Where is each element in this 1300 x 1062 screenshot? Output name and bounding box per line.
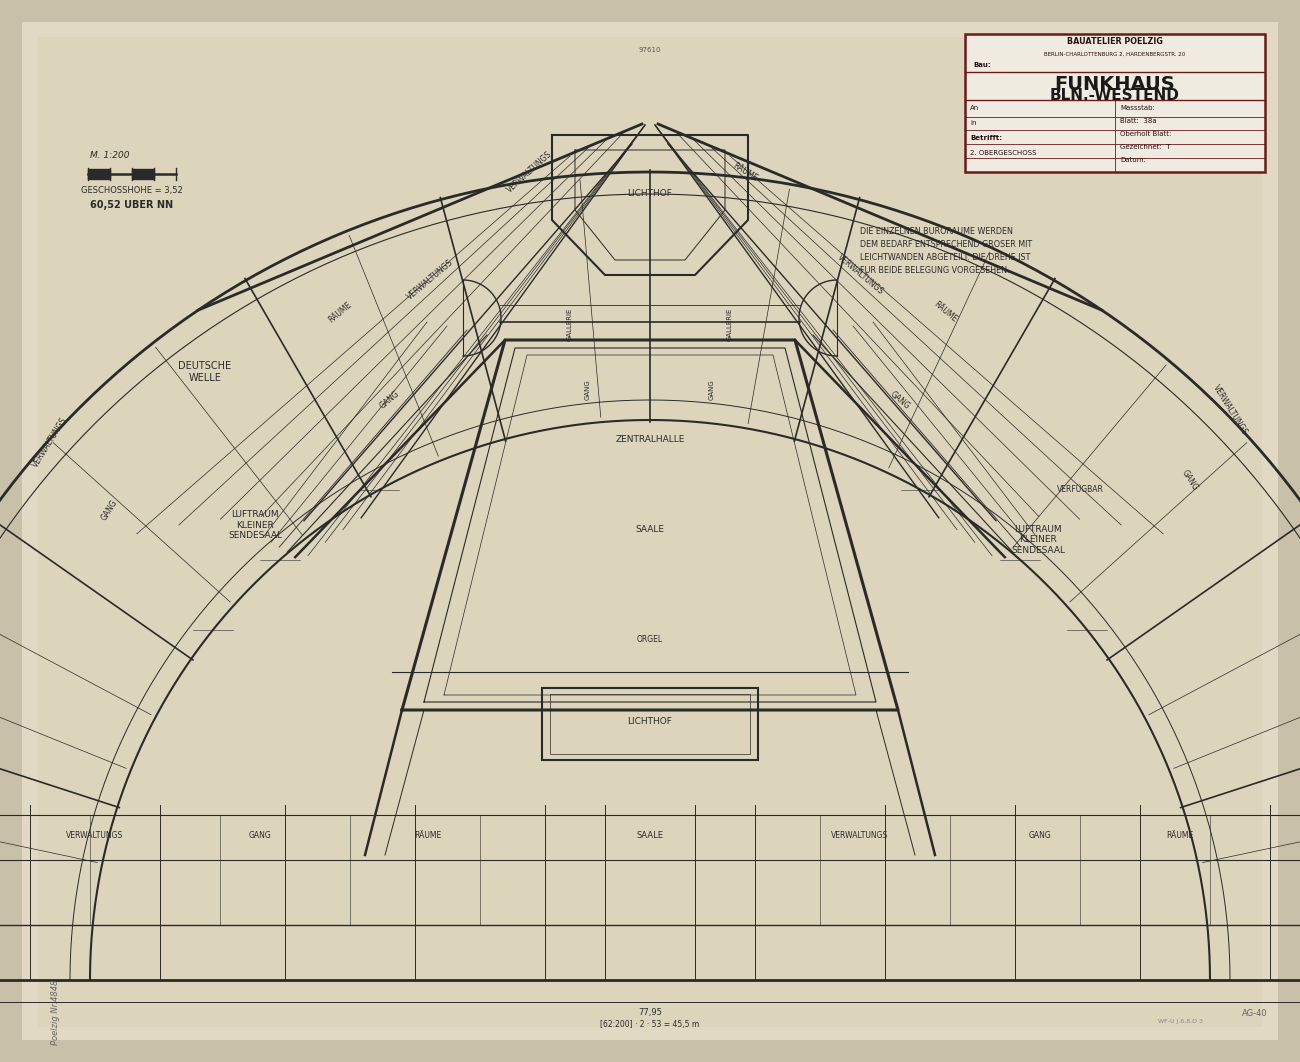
Text: GANG: GANG (585, 379, 592, 400)
Text: BERLIN-CHARLOTTENBURG 2, HARDENBERGSTR. 20: BERLIN-CHARLOTTENBURG 2, HARDENBERGSTR. … (1044, 51, 1186, 56)
Text: GANG: GANG (1028, 830, 1052, 839)
Text: SAALE: SAALE (636, 526, 664, 534)
Text: LICHTHOF: LICHTHOF (628, 189, 672, 199)
Text: FUR BEIDE BELEGUNG VORGESEHEN.: FUR BEIDE BELEGUNG VORGESEHEN. (861, 266, 1010, 275)
Text: LUFTRAUM
KLEINER
SENDESAAL: LUFTRAUM KLEINER SENDESAAL (1011, 525, 1065, 555)
Text: DEUTSCHE
WELLE: DEUTSCHE WELLE (178, 361, 231, 382)
Text: LUFTRAUM
KLEINER
SENDESAAL: LUFTRAUM KLEINER SENDESAAL (227, 510, 282, 539)
Text: VERWALTUNGS: VERWALTUNGS (66, 830, 124, 839)
Text: Blatt:  38a: Blatt: 38a (1121, 118, 1157, 124)
Text: SAALE: SAALE (637, 830, 663, 839)
Text: Oberholt Blatt:: Oberholt Blatt: (1121, 131, 1171, 137)
Polygon shape (88, 169, 110, 179)
Text: LICHTHOF: LICHTHOF (628, 718, 672, 726)
Text: BAUATELIER POELZIG: BAUATELIER POELZIG (1067, 37, 1164, 47)
Text: RÄUME: RÄUME (1166, 830, 1193, 839)
Text: An: An (970, 105, 979, 112)
Text: M. 1:200: M. 1:200 (90, 152, 130, 160)
Polygon shape (133, 169, 153, 179)
Text: Bau:: Bau: (972, 62, 991, 68)
Text: RÄUME: RÄUME (415, 830, 442, 839)
Text: FUNKHAUS: FUNKHAUS (1054, 74, 1175, 93)
Text: GALLERIE: GALLERIE (567, 307, 573, 341)
Text: GANG: GANG (888, 390, 911, 411)
Text: Betrifft:: Betrifft: (970, 135, 1002, 141)
Text: VERWALTUNGS: VERWALTUNGS (835, 252, 885, 296)
Bar (550, 693, 750, 754)
Text: VERWALTUNGS: VERWALTUNGS (506, 150, 554, 194)
Text: [62:200] · 2 · 53 = 45,5 m: [62:200] · 2 · 53 = 45,5 m (601, 1020, 699, 1029)
Text: 97610: 97610 (638, 47, 662, 53)
Text: VERWALTUNGS: VERWALTUNGS (406, 258, 455, 302)
Text: VERWALTUNGS: VERWALTUNGS (832, 830, 889, 839)
Text: RÄUME: RÄUME (932, 299, 958, 324)
Text: RÄUME: RÄUME (731, 161, 759, 183)
Text: ORGEL: ORGEL (637, 635, 663, 645)
Text: VERWALTUNGS: VERWALTUNGS (1212, 383, 1249, 436)
Text: GANG: GANG (1180, 468, 1200, 492)
Text: LEICHTWANDEN ABGETEILT. DIE DREHE IST: LEICHTWANDEN ABGETEILT. DIE DREHE IST (861, 253, 1031, 262)
Text: GALLERIE: GALLERIE (727, 307, 733, 341)
Text: VERWALTUNGS: VERWALTUNGS (31, 415, 69, 468)
Bar (542, 688, 758, 760)
Text: GESCHOSSHOHE = 3,52: GESCHOSSHOHE = 3,52 (81, 186, 183, 195)
Text: VERFÜGBAR: VERFÜGBAR (1057, 485, 1104, 495)
Text: GANG: GANG (100, 498, 120, 523)
Text: BLN.-WESTEND: BLN.-WESTEND (1050, 87, 1180, 103)
Text: DIE EINZELNEN BURORAUME WERDEN: DIE EINZELNEN BURORAUME WERDEN (861, 227, 1013, 236)
Text: Gezeichnet:  T: Gezeichnet: T (1121, 144, 1170, 150)
Text: 60,52 UBER NN: 60,52 UBER NN (90, 200, 173, 210)
Text: DEM BEDARF ENTSPRECHEND GROSER MIT: DEM BEDARF ENTSPRECHEND GROSER MIT (861, 240, 1032, 249)
Text: 2. OBERGESCHOSS: 2. OBERGESCHOSS (970, 150, 1036, 156)
Text: RÄUME: RÄUME (326, 299, 354, 324)
Text: GANG: GANG (248, 830, 272, 839)
Text: WF-U J.6,8.D 3: WF-U J.6,8.D 3 (1157, 1020, 1202, 1025)
Bar (965, 34, 1265, 172)
Text: ZENTRALHALLE: ZENTRALHALLE (615, 435, 685, 445)
Text: GANG: GANG (708, 379, 715, 400)
Text: Datum:: Datum: (1121, 157, 1145, 162)
Text: Massstab:: Massstab: (1121, 105, 1154, 112)
Text: AG-40: AG-40 (1243, 1010, 1268, 1018)
Text: GANG: GANG (378, 390, 402, 411)
Text: 77,95: 77,95 (638, 1008, 662, 1017)
Text: in: in (970, 120, 976, 126)
Text: Poelzig Nr.4848: Poelzig Nr.4848 (51, 979, 60, 1045)
